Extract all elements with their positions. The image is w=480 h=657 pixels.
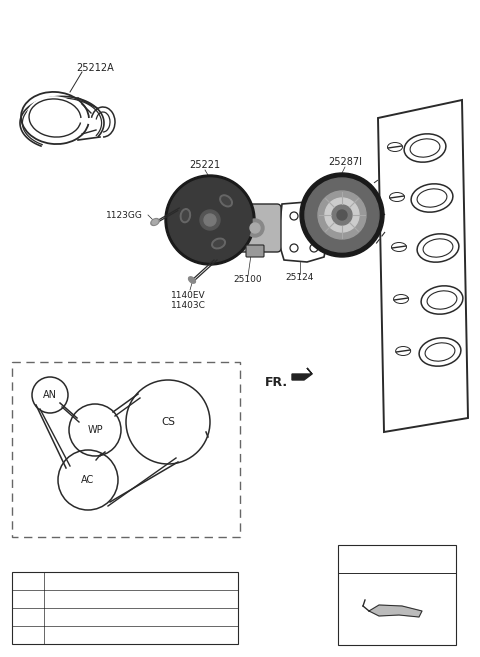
Polygon shape [369, 605, 422, 617]
Ellipse shape [220, 195, 232, 207]
FancyBboxPatch shape [246, 245, 264, 257]
Ellipse shape [214, 240, 223, 247]
Text: WP: WP [21, 612, 35, 622]
Text: CS: CS [22, 631, 34, 639]
Circle shape [165, 175, 255, 265]
Ellipse shape [212, 238, 225, 249]
Text: AC: AC [22, 595, 34, 604]
Ellipse shape [152, 219, 158, 224]
Text: FR.: FR. [265, 376, 288, 388]
Circle shape [332, 205, 352, 225]
Bar [12, 572, 238, 644]
Ellipse shape [222, 197, 230, 205]
Text: 25221: 25221 [190, 160, 221, 170]
Circle shape [305, 178, 379, 252]
Circle shape [300, 173, 384, 257]
Text: WP: WP [87, 425, 103, 435]
Circle shape [337, 210, 347, 220]
Text: 1140EV: 1140EV [171, 290, 205, 300]
Circle shape [168, 178, 252, 262]
Ellipse shape [189, 277, 195, 283]
Text: CRANKSHAFT: CRANKSHAFT [111, 631, 171, 639]
Text: 25100: 25100 [234, 275, 262, 284]
Text: WATER PUMP: WATER PUMP [111, 612, 170, 622]
Ellipse shape [151, 219, 159, 225]
Circle shape [200, 210, 220, 230]
Circle shape [318, 191, 366, 239]
FancyBboxPatch shape [229, 204, 281, 252]
Text: 21451B: 21451B [377, 554, 417, 564]
Text: AC: AC [82, 475, 95, 485]
Text: CS: CS [161, 417, 175, 427]
Bar [338, 545, 456, 645]
Bar [12, 362, 240, 537]
Circle shape [250, 223, 260, 233]
Ellipse shape [180, 209, 191, 223]
Text: 25212A: 25212A [76, 63, 114, 73]
Text: 25124: 25124 [286, 273, 314, 283]
Text: 25287I: 25287I [328, 157, 362, 167]
Text: AN: AN [43, 390, 57, 400]
Circle shape [246, 219, 264, 237]
Text: AIR CON COMPRESSOR: AIR CON COMPRESSOR [89, 595, 193, 604]
Ellipse shape [182, 211, 189, 221]
Text: 1123GG: 1123GG [106, 210, 143, 219]
Text: AN: AN [22, 576, 35, 585]
Text: 11403C: 11403C [170, 302, 205, 311]
Circle shape [204, 214, 216, 226]
Text: ALTERNATOR: ALTERNATOR [112, 576, 170, 585]
Polygon shape [292, 368, 312, 380]
Circle shape [325, 198, 359, 232]
